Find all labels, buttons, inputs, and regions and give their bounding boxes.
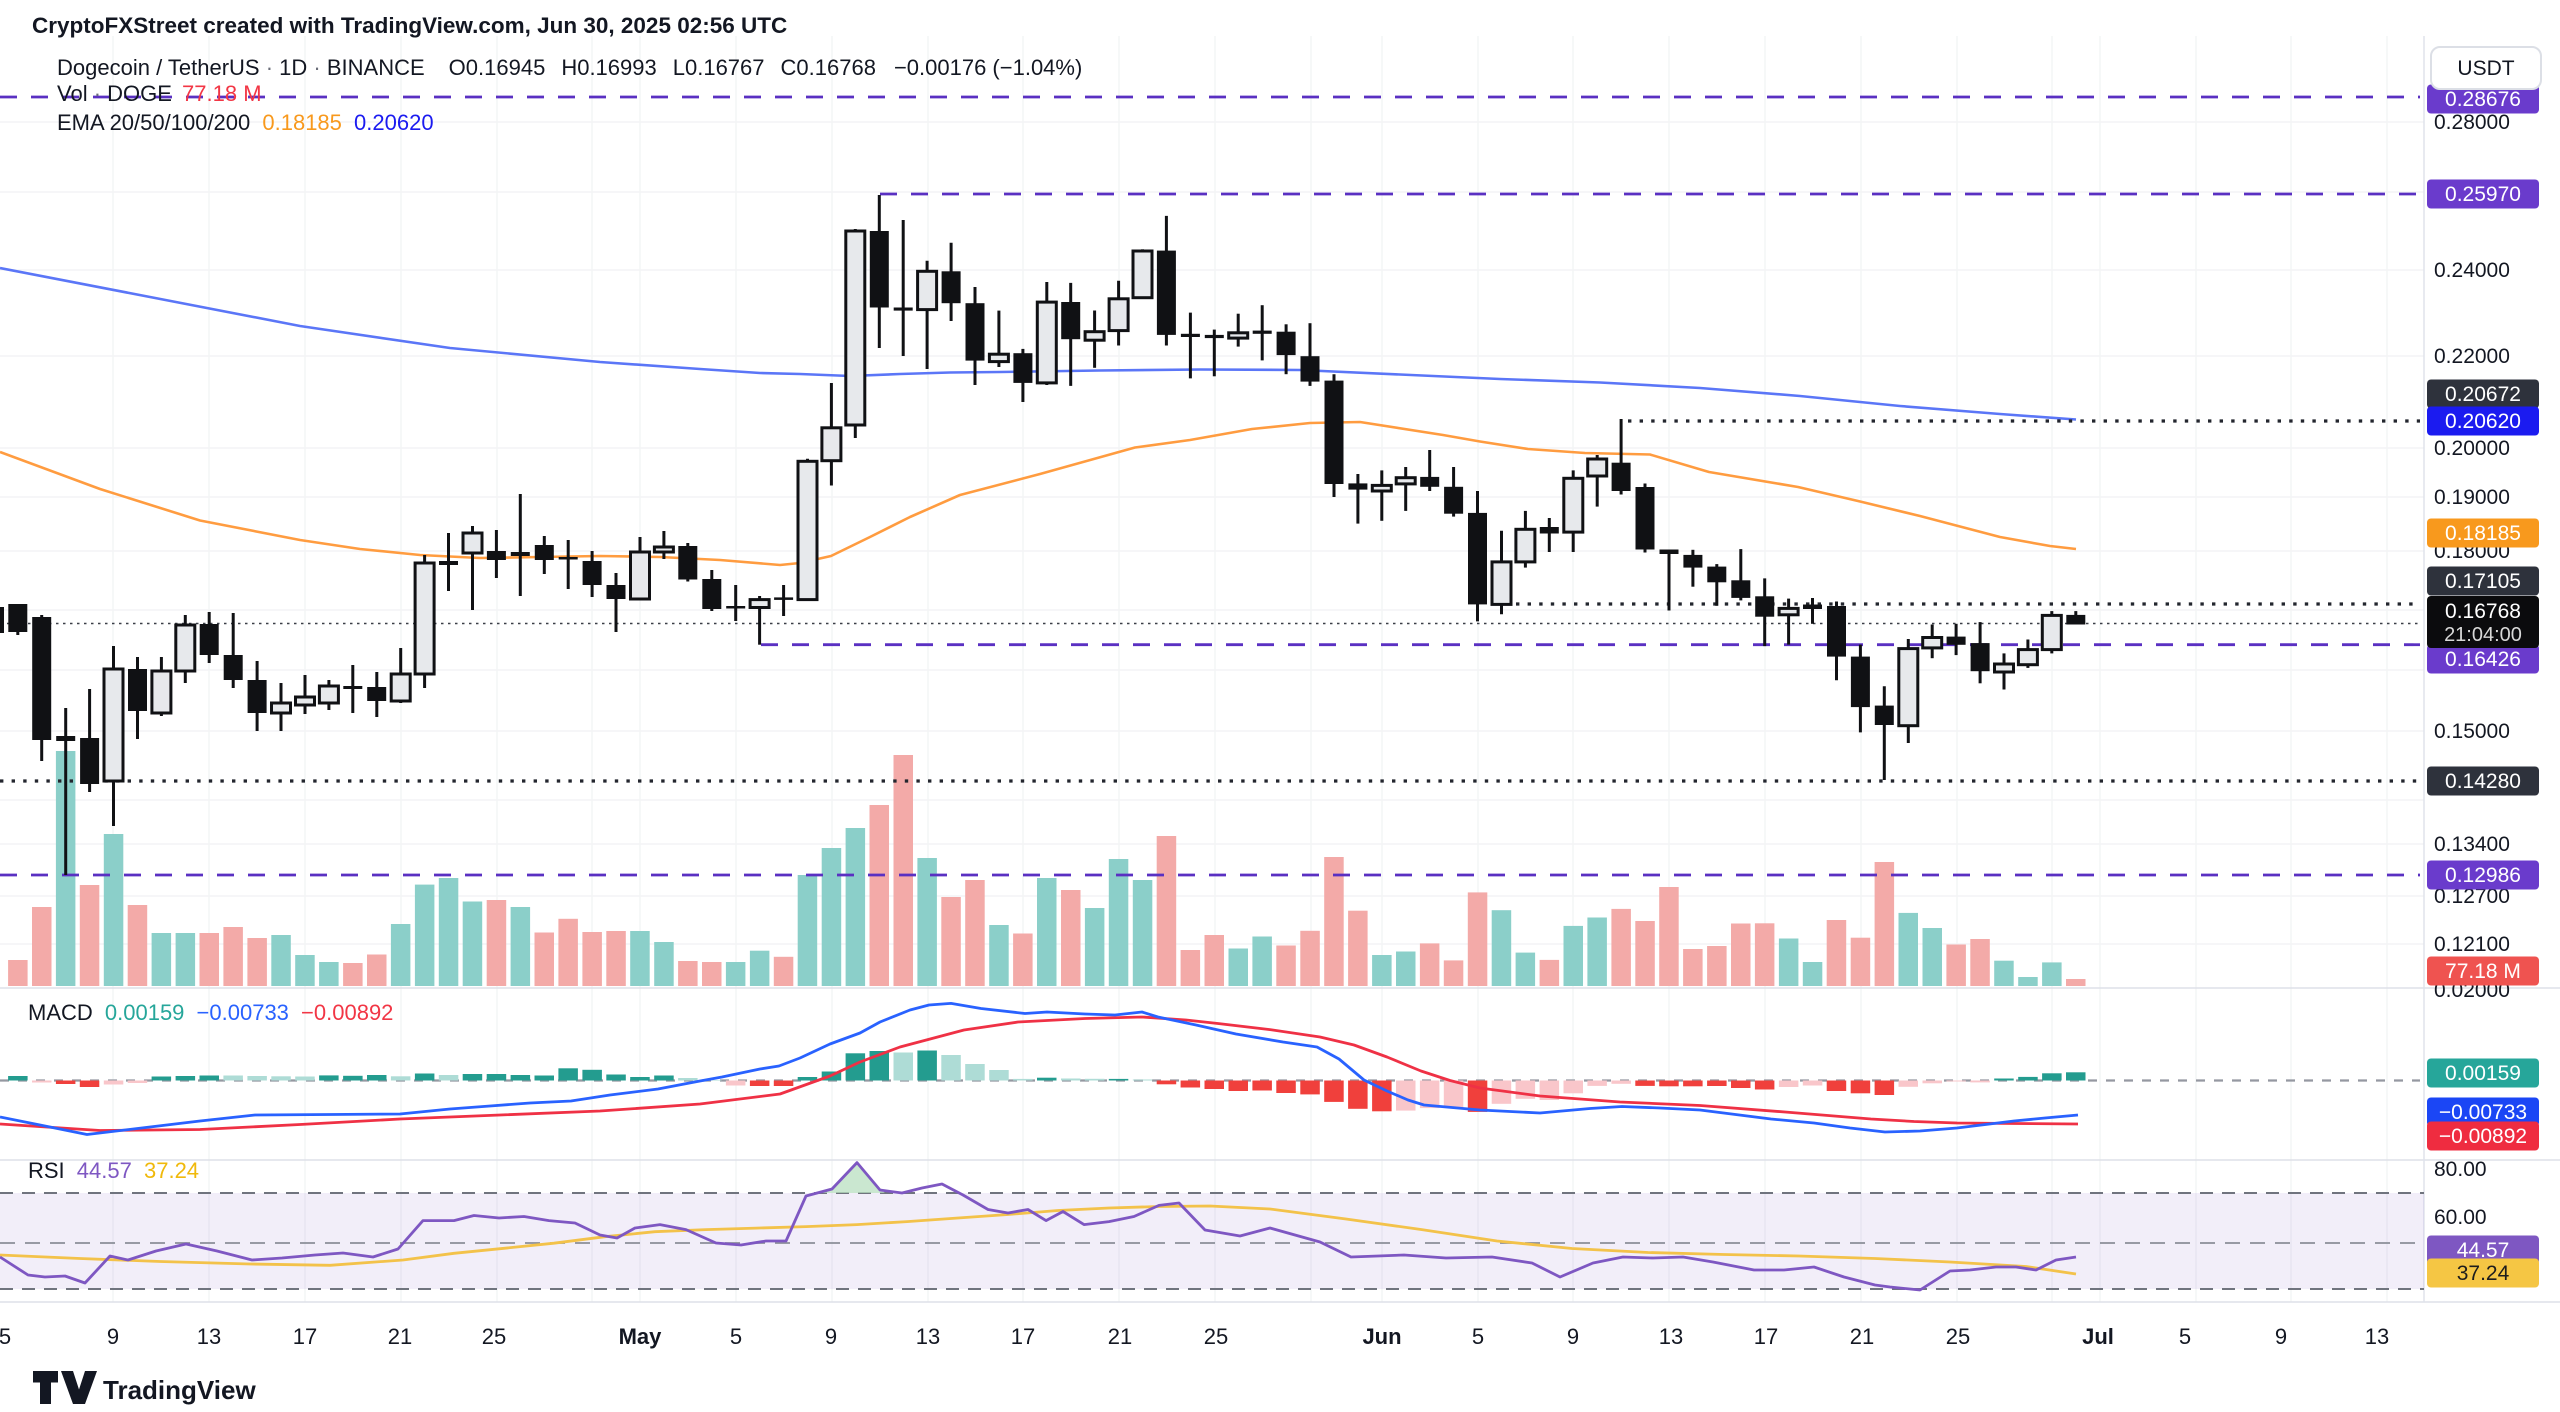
svg-text:21: 21	[1850, 1324, 1874, 1349]
svg-text:−0.00733: −0.00733	[2439, 1101, 2527, 1124]
svg-text:MACD 0.00159 −0.00733 −0.00892: MACD 0.00159 −0.00733 −0.00892	[28, 1000, 393, 1025]
svg-text:0.28676: 0.28676	[2445, 88, 2521, 111]
svg-text:21: 21	[1108, 1324, 1132, 1349]
svg-text:5: 5	[0, 1324, 11, 1349]
svg-text:EMA 20/50/100/200 0.18185 0.20: EMA 20/50/100/200 0.18185 0.20620	[57, 110, 434, 135]
svg-text:21: 21	[388, 1324, 412, 1349]
svg-text:TradingView: TradingView	[103, 1375, 256, 1405]
svg-text:9: 9	[2275, 1324, 2287, 1349]
svg-text:77.18 M: 77.18 M	[2445, 960, 2521, 983]
svg-text:9: 9	[825, 1324, 837, 1349]
svg-text:25: 25	[1946, 1324, 1970, 1349]
svg-text:5: 5	[730, 1324, 742, 1349]
svg-text:0.13400: 0.13400	[2434, 833, 2510, 856]
svg-text:0.12700: 0.12700	[2434, 885, 2510, 908]
svg-text:0.16768: 0.16768	[2445, 600, 2521, 623]
svg-text:0.16426: 0.16426	[2445, 648, 2521, 671]
svg-text:Dogecoin / TetherUS · 1D · BIN: Dogecoin / TetherUS · 1D · BINANCE O0.169…	[57, 55, 1082, 80]
svg-text:0.15000: 0.15000	[2434, 720, 2510, 743]
svg-text:44.57: 44.57	[2457, 1239, 2510, 1262]
svg-text:0.17105: 0.17105	[2445, 570, 2521, 593]
svg-text:17: 17	[293, 1324, 317, 1349]
svg-text:25: 25	[1204, 1324, 1228, 1349]
svg-text:37.24: 37.24	[2457, 1262, 2510, 1285]
svg-text:May: May	[619, 1324, 663, 1349]
svg-text:9: 9	[107, 1324, 119, 1349]
svg-text:Jun: Jun	[1362, 1324, 1401, 1349]
svg-text:Jul: Jul	[2082, 1324, 2114, 1349]
svg-text:5: 5	[1472, 1324, 1484, 1349]
svg-text:RSI 44.57 37.24: RSI 44.57 37.24	[28, 1158, 199, 1183]
svg-text:0.20000: 0.20000	[2434, 437, 2510, 460]
svg-text:9: 9	[1567, 1324, 1579, 1349]
svg-text:0.00159: 0.00159	[2445, 1062, 2521, 1085]
svg-text:CryptoFXStreet created with Tr: CryptoFXStreet created with TradingView.…	[32, 13, 787, 38]
svg-text:USDT: USDT	[2457, 57, 2514, 80]
svg-text:13: 13	[1659, 1324, 1683, 1349]
svg-text:60.00: 60.00	[2434, 1206, 2487, 1229]
svg-text:Vol · DOGE 77.18 M: Vol · DOGE 77.18 M	[57, 81, 262, 106]
svg-text:21:04:00: 21:04:00	[2444, 624, 2522, 646]
svg-text:0.12100: 0.12100	[2434, 933, 2510, 956]
svg-text:0.25970: 0.25970	[2445, 183, 2521, 206]
svg-text:0.20672: 0.20672	[2445, 383, 2521, 406]
svg-text:0.12986: 0.12986	[2445, 864, 2521, 887]
svg-text:0.19000: 0.19000	[2434, 486, 2510, 509]
svg-text:0.28000: 0.28000	[2434, 111, 2510, 134]
svg-text:17: 17	[1011, 1324, 1035, 1349]
svg-text:5: 5	[2179, 1324, 2191, 1349]
svg-text:17: 17	[1754, 1324, 1778, 1349]
svg-text:−0.00892: −0.00892	[2439, 1125, 2527, 1148]
svg-text:0.20620: 0.20620	[2445, 410, 2521, 433]
svg-text:80.00: 80.00	[2434, 1158, 2487, 1181]
svg-text:25: 25	[482, 1324, 506, 1349]
svg-text:13: 13	[2365, 1324, 2389, 1349]
svg-text:0.22000: 0.22000	[2434, 345, 2510, 368]
svg-text:0.24000: 0.24000	[2434, 259, 2510, 282]
svg-text:0.14280: 0.14280	[2445, 770, 2521, 793]
svg-text:13: 13	[197, 1324, 221, 1349]
svg-text:0.18185: 0.18185	[2445, 522, 2521, 545]
svg-text:13: 13	[916, 1324, 940, 1349]
